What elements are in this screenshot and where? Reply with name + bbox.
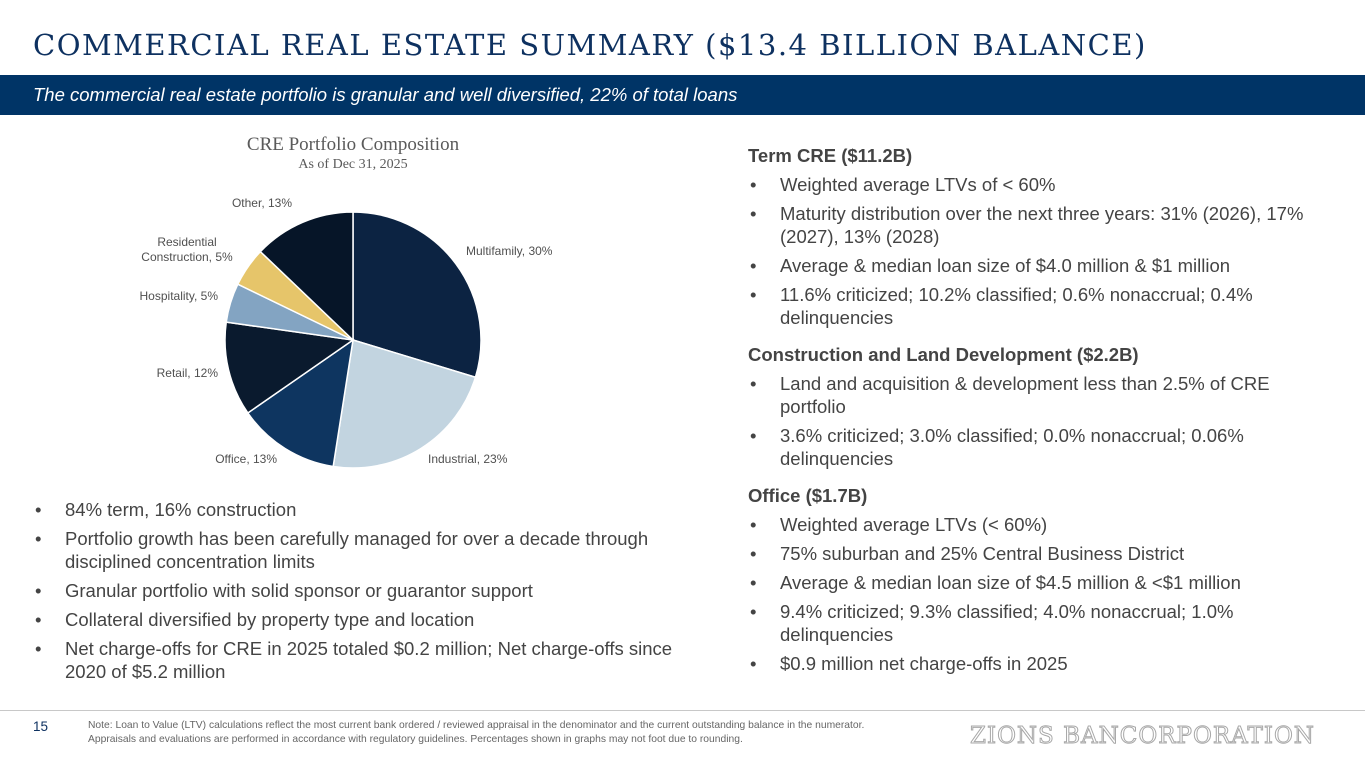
pie-label-other: Other, 13% bbox=[232, 196, 292, 210]
section-bullet: Weighted average LTVs of < 60% bbox=[748, 173, 1338, 196]
pie-label-industrial: Industrial, 23% bbox=[428, 452, 508, 466]
section-bullet: Land and acquisition & development less … bbox=[748, 372, 1338, 418]
portfolio-bullet: 84% term, 16% construction bbox=[33, 498, 713, 521]
pie-label-retail: Retail, 12% bbox=[157, 366, 219, 380]
pie-label-office: Office, 13% bbox=[215, 452, 277, 466]
section-bullets: Weighted average LTVs of < 60% Maturity d… bbox=[748, 173, 1338, 329]
section-heading: Construction and Land Development ($2.2B… bbox=[748, 344, 1139, 365]
section-bullet: Maturity distribution over the next thre… bbox=[748, 202, 1338, 248]
footer-divider bbox=[0, 710, 1365, 711]
pie-slice-office bbox=[246, 338, 355, 468]
section-bullet: 9.4% criticized; 9.3% classified; 4.0% n… bbox=[748, 600, 1338, 646]
chart-title-block: CRE Portfolio Composition As of Dec 31, … bbox=[233, 134, 473, 173]
pie-label-residential-construction: Residential Construction, 5% bbox=[141, 235, 233, 264]
section-bullet: $0.9 million net charge-offs in 2025 bbox=[748, 652, 1338, 675]
section-bullets: Land and acquisition & development less … bbox=[748, 372, 1338, 470]
pie-slice-multifamily bbox=[352, 211, 482, 379]
page-title: COMMERCIAL REAL ESTATE SUMMARY ($13.4 BI… bbox=[33, 28, 1147, 62]
subtitle-banner: The commercial real estate portfolio is … bbox=[0, 75, 1365, 115]
portfolio-bullet: Portfolio growth has been carefully mana… bbox=[33, 527, 713, 573]
chart-subtitle: As of Dec 31, 2025 bbox=[298, 157, 408, 172]
cre-details: Term CRE ($11.2B) Weighted average LTVs o… bbox=[748, 144, 1338, 689]
portfolio-bullet: Granular portfolio with solid sponsor or… bbox=[33, 579, 713, 602]
portfolio-bullets: 84% term, 16% construction Portfolio grow… bbox=[33, 498, 713, 689]
section-bullet: Weighted average LTVs (< 60%) bbox=[748, 513, 1338, 536]
section-bullet: Average & median loan size of $4.5 milli… bbox=[748, 571, 1338, 594]
pie-slice-retail bbox=[224, 321, 356, 415]
detail-section: Term CRE ($11.2B) Weighted average LTVs o… bbox=[748, 144, 1338, 329]
portfolio-bullet: Collateral diversified by property type … bbox=[33, 608, 713, 631]
section-bullet: 11.6% criticized; 10.2% classified; 0.6%… bbox=[748, 283, 1338, 329]
pie-label-multifamily: Multifamily, 30% bbox=[466, 244, 553, 258]
cre-pie-chart: Multifamily, 30% Industrial, 23% Office, 1… bbox=[140, 196, 553, 469]
detail-section: Office ($1.7B) Weighted average LTVs (< 6… bbox=[748, 484, 1338, 675]
chart-title: CRE Portfolio Composition bbox=[246, 134, 460, 155]
section-bullet: 3.6% criticized; 3.0% classified; 0.0% n… bbox=[748, 424, 1338, 470]
detail-section: Construction and Land Development ($2.2B… bbox=[748, 343, 1338, 470]
pie-slice-industrial bbox=[332, 339, 477, 469]
section-heading: Term CRE ($11.2B) bbox=[748, 145, 913, 166]
section-bullet: Average & median loan size of $4.0 milli… bbox=[748, 254, 1338, 277]
footnote: Note: Loan to Value (LTV) calculations r… bbox=[88, 720, 865, 745]
section-heading: Office ($1.7B) bbox=[748, 485, 868, 506]
pie-slice-other bbox=[259, 211, 354, 342]
pie-label-hospitality: Hospitality, 5% bbox=[140, 289, 219, 303]
company-logo: ZIONS BANCORPORATION bbox=[970, 723, 1315, 750]
section-bullets: Weighted average LTVs (< 60%) 75% suburba… bbox=[748, 513, 1338, 675]
subtitle-text: The commercial real estate portfolio is … bbox=[33, 84, 738, 105]
portfolio-bullet: Net charge-offs for CRE in 2025 totaled … bbox=[33, 637, 713, 683]
page-number: 15 bbox=[33, 719, 49, 734]
section-bullet: 75% suburban and 25% Central Business Di… bbox=[748, 542, 1338, 565]
